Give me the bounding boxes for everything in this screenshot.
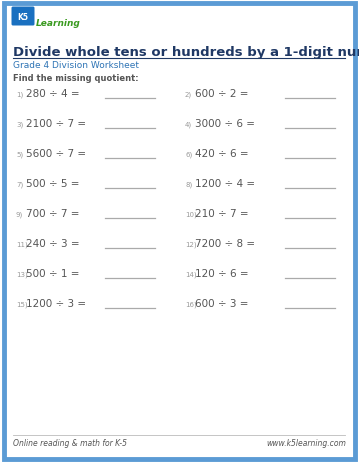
Text: 7200 ÷ 8 =: 7200 ÷ 8 = bbox=[195, 238, 255, 249]
Text: 500 ÷ 1 =: 500 ÷ 1 = bbox=[26, 269, 79, 278]
FancyBboxPatch shape bbox=[11, 7, 34, 26]
Text: 10): 10) bbox=[185, 212, 197, 218]
Text: 420 ÷ 6 =: 420 ÷ 6 = bbox=[195, 149, 249, 159]
Text: 12): 12) bbox=[185, 242, 197, 248]
Text: 5): 5) bbox=[16, 152, 23, 158]
Text: 11): 11) bbox=[16, 242, 28, 248]
Text: 5600 ÷ 7 =: 5600 ÷ 7 = bbox=[26, 149, 86, 159]
Text: 1200 ÷ 4 =: 1200 ÷ 4 = bbox=[195, 179, 255, 188]
Text: 6): 6) bbox=[185, 152, 192, 158]
Text: 2): 2) bbox=[185, 92, 192, 98]
Text: 9): 9) bbox=[16, 212, 23, 218]
Text: 1200 ÷ 3 =: 1200 ÷ 3 = bbox=[26, 298, 86, 308]
Text: 280 ÷ 4 =: 280 ÷ 4 = bbox=[26, 89, 80, 99]
Text: 700 ÷ 7 =: 700 ÷ 7 = bbox=[26, 208, 79, 219]
Text: Learning: Learning bbox=[36, 19, 81, 27]
Text: Grade 4 Division Worksheet: Grade 4 Division Worksheet bbox=[13, 61, 139, 70]
Text: Find the missing quotient:: Find the missing quotient: bbox=[13, 74, 139, 83]
Text: 500 ÷ 5 =: 500 ÷ 5 = bbox=[26, 179, 79, 188]
Text: www.k5learning.com: www.k5learning.com bbox=[266, 438, 346, 447]
Text: 210 ÷ 7 =: 210 ÷ 7 = bbox=[195, 208, 249, 219]
Text: 3): 3) bbox=[16, 122, 23, 128]
Text: 16): 16) bbox=[185, 301, 197, 308]
Text: 8): 8) bbox=[185, 181, 192, 188]
Text: 120 ÷ 6 =: 120 ÷ 6 = bbox=[195, 269, 249, 278]
Text: Online reading & math for K-5: Online reading & math for K-5 bbox=[13, 438, 127, 447]
Text: 7): 7) bbox=[16, 181, 23, 188]
Text: 3000 ÷ 6 =: 3000 ÷ 6 = bbox=[195, 119, 255, 129]
Text: 1): 1) bbox=[16, 92, 23, 98]
Text: K5: K5 bbox=[18, 13, 28, 21]
Text: 240 ÷ 3 =: 240 ÷ 3 = bbox=[26, 238, 80, 249]
Text: 600 ÷ 2 =: 600 ÷ 2 = bbox=[195, 89, 248, 99]
Text: 13): 13) bbox=[16, 271, 28, 278]
Text: Divide whole tens or hundreds by a 1-digit number: Divide whole tens or hundreds by a 1-dig… bbox=[13, 46, 359, 59]
Text: 14): 14) bbox=[185, 271, 197, 278]
Text: 4): 4) bbox=[185, 122, 192, 128]
Text: 15): 15) bbox=[16, 301, 28, 308]
Text: 600 ÷ 3 =: 600 ÷ 3 = bbox=[195, 298, 248, 308]
Text: 2100 ÷ 7 =: 2100 ÷ 7 = bbox=[26, 119, 86, 129]
